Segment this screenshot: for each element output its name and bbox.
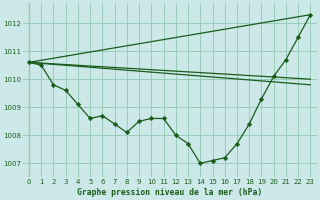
X-axis label: Graphe pression niveau de la mer (hPa): Graphe pression niveau de la mer (hPa) — [77, 188, 262, 197]
